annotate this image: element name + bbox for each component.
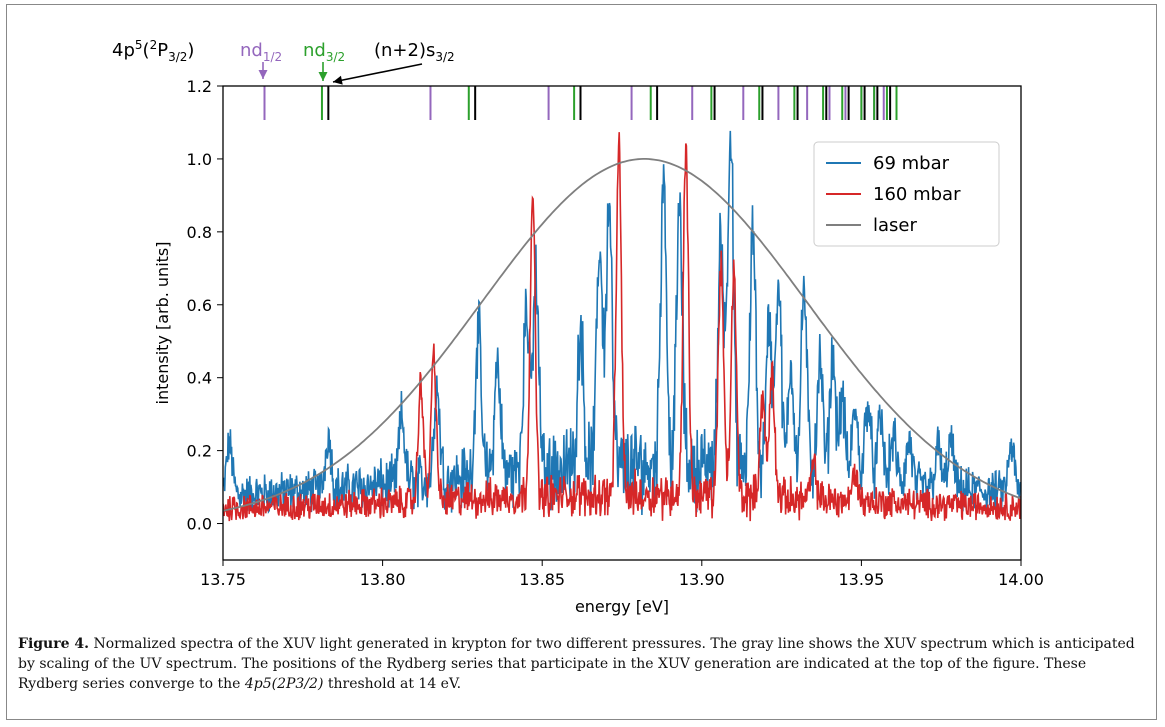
y-tick-label: 0.2	[187, 442, 212, 461]
x-tick-label: 14.00	[998, 570, 1044, 589]
series-layer	[223, 130, 1021, 522]
legend-box	[813, 141, 1000, 247]
series-line-160-mbar	[223, 132, 1021, 522]
caption-label: Figure 4.	[18, 636, 89, 652]
series-line-69-mbar	[223, 130, 1021, 516]
x-tick-label: 13.90	[679, 570, 725, 589]
y-axis-label: intensity [arb. units]	[153, 242, 172, 405]
figure-frame	[6, 4, 1157, 720]
threshold-label: 4p5(2P3/2)	[112, 38, 194, 64]
y-tick-label: 1.2	[187, 77, 212, 96]
legend-label-69: 69 mbar	[873, 153, 950, 174]
series-line-laser	[223, 157, 1021, 512]
y-tick-label: 1.0	[187, 150, 212, 169]
x-axis: 13.75 13.80 13.85 13.90 13.95 14.00	[200, 560, 1044, 589]
nd32-label: nd3/2	[303, 40, 345, 64]
legend-label-160: 160 mbar	[873, 184, 961, 205]
nd32-arrow-head	[318, 72, 328, 81]
ns-label: (n+2)s3/2	[374, 40, 455, 64]
nd12-arrow-head	[258, 70, 268, 79]
x-axis-label: energy [eV]	[575, 597, 669, 616]
x-tick-label: 13.95	[838, 570, 884, 589]
plot-area-frame	[222, 85, 1022, 561]
legend: 69 mbar 160 mbar laser	[813, 141, 1000, 247]
nd12-label: nd1/2	[240, 40, 282, 64]
rydberg-markers	[263, 86, 898, 120]
x-tick-label: 13.75	[200, 570, 246, 589]
label-arrows	[258, 62, 423, 85]
y-tick-label: 0.6	[187, 296, 212, 315]
spectrum-chart: 13.75 13.80 13.85 13.90 13.95 14.00 0.0 0.2 0.4…	[112, 38, 1044, 616]
y-tick-label: 0.8	[187, 223, 212, 242]
x-tick-label: 13.85	[519, 570, 565, 589]
x-tick-label: 13.80	[360, 570, 406, 589]
ns-arrow	[332, 63, 423, 83]
caption-formula: 4p5(2P3/2)	[244, 676, 324, 692]
y-tick-label: 0.4	[187, 369, 212, 388]
y-axis: 0.0 0.2 0.4 0.6 0.8 1.0 1.2	[187, 77, 223, 534]
caption-text-1: Normalized spectra of the XUV light gene…	[18, 636, 1135, 692]
legend-label-laser: laser	[873, 215, 917, 236]
ns-arrow-head	[333, 75, 343, 85]
figure-caption: Figure 4. Normalized spectra of the XUV …	[18, 634, 1143, 694]
caption-text-2: threshold at 14 eV.	[323, 676, 462, 692]
y-tick-label: 0.0	[187, 515, 212, 534]
